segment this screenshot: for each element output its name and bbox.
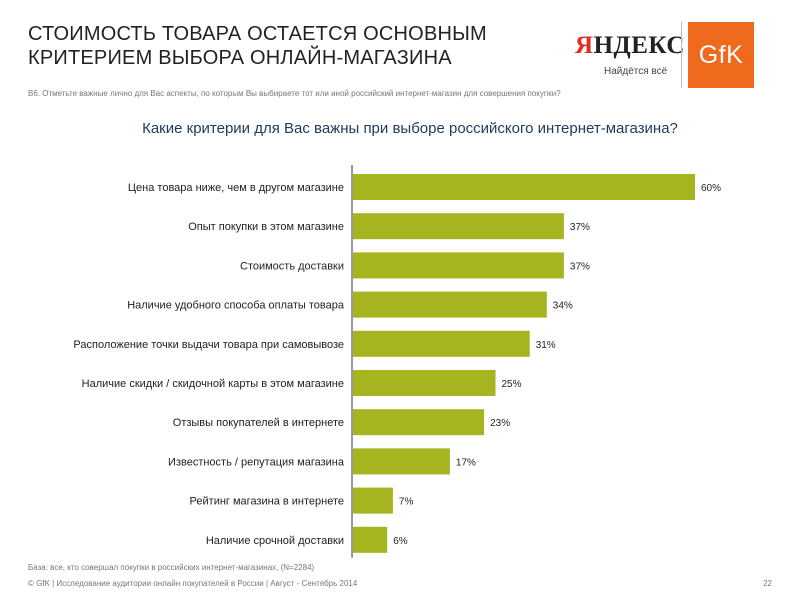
bar [353, 174, 695, 200]
bar [353, 213, 564, 240]
bar [353, 330, 530, 357]
category-label: Рейтинг магазина в интернете [190, 496, 344, 508]
data-label: 25% [502, 379, 522, 390]
bar-chart: Цена товара ниже, чем в другом магазине 6… [73, 165, 721, 558]
data-label: 7% [399, 497, 414, 508]
bar [353, 370, 496, 396]
category-label: Наличие удобного способа оплаты товара [127, 300, 345, 312]
category-label: Известность / репутация магазина [168, 456, 345, 468]
category-label: Наличие скидки / скидочной карты в этом … [82, 378, 344, 390]
bar [353, 291, 547, 318]
data-label: 17% [456, 457, 476, 468]
category-label: Стоимость доставки [240, 260, 344, 272]
bar [353, 409, 485, 436]
category-label: Расположение точки выдачи товара при сам… [73, 339, 344, 351]
page-number: 22 [763, 579, 772, 588]
bar [353, 526, 388, 553]
title-line-1: СТОИМОСТЬ ТОВАРА ОСТАЕТСЯ ОСНОВНЫМ [28, 23, 487, 45]
title-line-2: КРИТЕРИЕМ ВЫБОРА ОНЛАЙН-МАГАЗИНА [28, 47, 452, 69]
yandex-logo-rest: НДЕКС [593, 32, 685, 59]
category-label: Цена товара ниже, чем в другом магазине [128, 182, 344, 194]
page-title: СТОИМОСТЬ ТОВАРА ОСТАЕТСЯ ОСНОВНЫМ КРИТЕ… [28, 22, 548, 70]
data-label: 31% [536, 340, 556, 351]
category-label: Опыт покупки в этом магазине [188, 221, 344, 233]
data-label: 6% [393, 536, 408, 547]
bar [353, 252, 564, 279]
data-label: 34% [553, 301, 573, 312]
yandex-logo: ЯНДЕКС [575, 32, 685, 60]
data-label: 37% [570, 261, 590, 272]
gfk-logo: GfK [688, 22, 754, 88]
logo-area: ЯНДЕКС Найдётся всё GfK [570, 18, 770, 88]
chart-title: Какие критерии для Вас важны при выборе … [142, 120, 678, 137]
footer-base-note: База: все, кто совершал покупки в россий… [28, 563, 315, 572]
data-label: 37% [570, 222, 590, 233]
logo-divider [681, 22, 682, 88]
data-label: 23% [490, 418, 510, 429]
category-label: Отзывы покупателей в интернете [173, 417, 344, 429]
bar [353, 487, 393, 514]
yandex-slogan: Найдётся всё [604, 66, 668, 77]
data-label: 60% [701, 183, 721, 194]
yandex-logo-first-letter: Я [575, 32, 594, 59]
bar [353, 448, 450, 475]
question-note: В6. Отметьте важные лично для Вас аспект… [28, 89, 561, 98]
footer-credit: © GfK | Исследование аудитории онлайн по… [28, 579, 358, 588]
category-label: Наличие срочной доставки [206, 535, 344, 547]
